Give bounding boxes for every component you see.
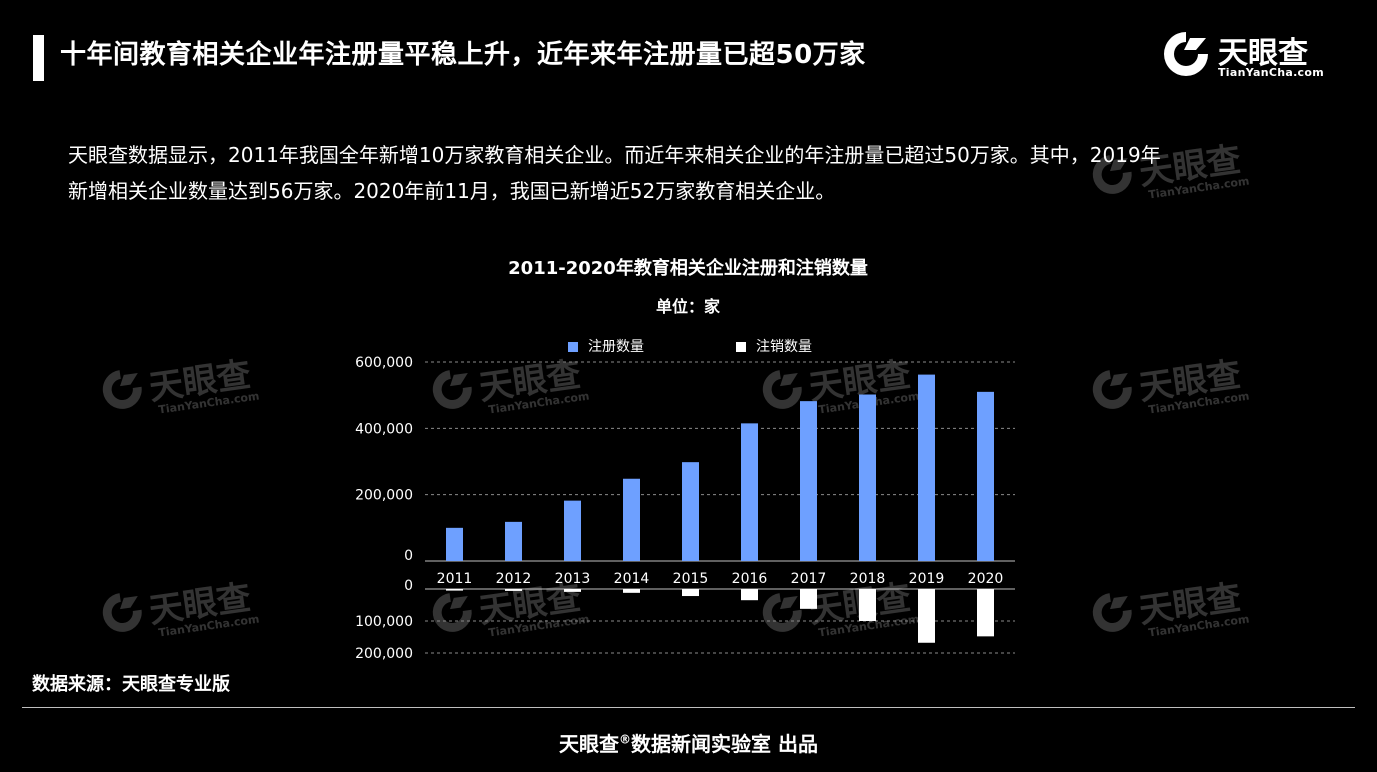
y-tick-label-lower: 0 xyxy=(404,578,413,594)
page-title: 十年间教育相关企业年注册量平稳上升，近年来年注册量已超50万家 xyxy=(60,40,866,70)
bar-registration xyxy=(859,394,876,561)
bar-registration xyxy=(682,462,699,561)
bar-registration xyxy=(741,423,758,561)
y-tick-label-upper: 400,000 xyxy=(355,421,413,437)
bar-registration xyxy=(800,401,817,561)
bar-cancellation xyxy=(682,589,699,597)
x-tick-label: 2011 xyxy=(437,571,473,587)
legend-label-registration: 注册数量 xyxy=(588,339,644,355)
intro-text: 天眼查数据显示，2011年我国全年新增10万家教育相关企业。而近年来相关企业的年… xyxy=(68,137,1328,209)
bar-cancellation xyxy=(918,589,935,643)
bar-cancellation xyxy=(564,589,581,592)
bar-registration xyxy=(623,478,640,561)
brand-name: 天眼查 xyxy=(1218,36,1308,71)
registered-mark: ® xyxy=(619,732,632,747)
x-tick-label: 2012 xyxy=(496,571,532,587)
data-source: 数据来源：天眼查专业版 xyxy=(32,674,230,695)
bar-registration xyxy=(505,521,522,561)
bar-cancellation xyxy=(446,589,463,591)
y-tick-label-upper: 200,000 xyxy=(355,488,413,504)
brand-domain: TianYanCha.com xyxy=(1218,66,1324,79)
legend-label-cancellation: 注销数量 xyxy=(756,339,812,355)
tianyancha-logo-icon xyxy=(1164,32,1208,76)
title-accent-bar xyxy=(33,35,44,81)
intro-line-1: 天眼查数据显示，2011年我国全年新增10万家教育相关企业。而近年来相关企业的年… xyxy=(68,143,1161,167)
y-tick-label-lower: 200,000 xyxy=(355,646,413,662)
x-tick-label: 2016 xyxy=(732,571,768,587)
footer-divider xyxy=(22,707,1355,708)
chart-subtitle: 单位：家 xyxy=(656,297,721,316)
y-tick-label-lower: 100,000 xyxy=(355,614,413,630)
x-tick-label: 2015 xyxy=(673,571,709,587)
brand-logo: 天眼查 TianYanCha.com xyxy=(1160,26,1340,82)
chart-title: 2011-2020年教育相关企业注册和注销数量 xyxy=(508,257,868,279)
y-tick-label-upper: 600,000 xyxy=(355,355,413,371)
footer-brand: 天眼查 xyxy=(559,732,620,756)
chart-container: 2011-2020年教育相关企业注册和注销数量 单位：家注册数量 注销数量 600,0… xyxy=(0,240,1377,680)
bar-registration xyxy=(918,374,935,561)
x-tick-label: 2020 xyxy=(968,571,1004,587)
y-tick-label-upper: 0 xyxy=(404,548,413,564)
footer-text: 数据新闻实验室 出品 xyxy=(631,732,818,756)
legend-swatch-registration xyxy=(568,342,578,352)
x-tick-label: 2017 xyxy=(791,571,827,587)
footer-credit: 天眼查®数据新闻实验室 出品 xyxy=(0,728,1377,757)
bar-cancellation xyxy=(505,589,522,591)
legend-swatch-cancellation xyxy=(736,342,746,352)
bar-cancellation xyxy=(623,589,640,593)
x-tick-label: 2019 xyxy=(909,571,945,587)
bar-cancellation xyxy=(800,589,817,609)
bar-registration xyxy=(564,500,581,561)
bar-cancellation xyxy=(741,589,758,601)
x-tick-label: 2014 xyxy=(614,571,650,587)
bar-cancellation xyxy=(977,589,994,637)
intro-line-2: 新增相关企业数量达到56万家。2020年前11月，我国已新增近52万家教育相关企… xyxy=(68,179,836,203)
bar-registration xyxy=(446,527,463,561)
bar-cancellation xyxy=(859,589,876,621)
bar-registration xyxy=(977,391,994,561)
x-tick-label: 2018 xyxy=(850,571,886,587)
x-tick-label: 2013 xyxy=(555,571,591,587)
